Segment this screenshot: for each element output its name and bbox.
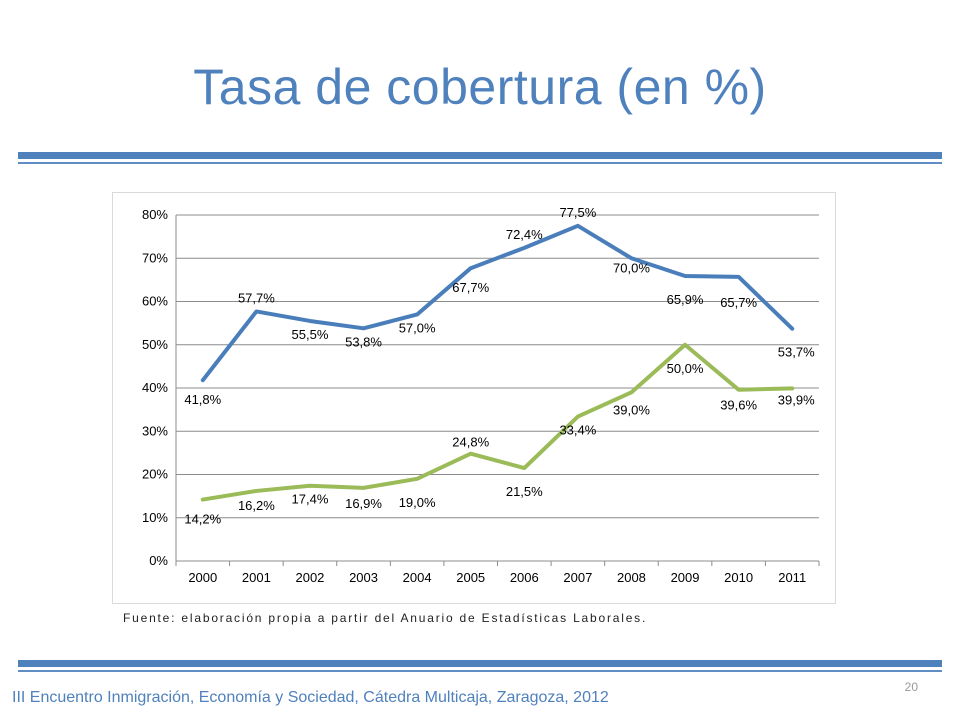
top-divider [18,152,942,164]
x-tick-label: 2001 [242,570,271,585]
y-tick-label: 70% [142,250,168,265]
series-line-1 [200,223,795,383]
data-label: 39,6% [720,398,757,413]
page-number: 20 [904,680,918,694]
data-label: 17,4% [292,492,329,507]
y-tick-label: 50% [142,337,168,352]
data-label: 77,5% [559,205,596,220]
y-tick-label: 20% [142,467,168,482]
data-label: 53,7% [778,345,815,360]
data-label: 24,8% [452,435,489,450]
y-tick-label: 80% [142,207,168,222]
slide-title: Tasa de cobertura (en %) [193,59,767,115]
data-label: 16,9% [345,496,382,511]
data-label: 65,7% [720,295,757,310]
data-label: 19,0% [399,495,436,510]
x-tick-label: 2008 [617,570,646,585]
chart-source-note: Fuente: elaboración propia a partir del … [123,611,648,625]
coverage-line-chart: 0% 10% 20% 30% 40% 50% 60% 70% 80% 2000 2001 2002 20… [142,205,820,585]
data-label: 50,0% [667,361,704,376]
data-label: 14,2% [184,512,221,527]
data-label: 53,8% [345,334,382,349]
data-label: 41,8% [184,392,221,407]
y-tick-label: 40% [142,380,168,395]
data-label: 67,7% [452,280,489,295]
x-tick-label: 2004 [403,570,432,585]
series-line-2 [200,342,795,502]
x-tick-label: 2005 [456,570,485,585]
x-tick-label: 2009 [671,570,700,585]
data-label: 72,4% [506,227,543,242]
data-label: 55,5% [292,327,329,342]
data-label: 65,9% [667,292,704,307]
data-label: 16,2% [238,498,275,513]
x-tick-label: 2011 [778,570,806,585]
x-tick-label: 2006 [510,570,539,585]
data-label: 21,5% [506,484,543,499]
data-label: 57,0% [399,320,436,335]
x-tick-label: 2010 [724,570,753,585]
data-label: 70,0% [613,260,650,275]
y-tick-label: 30% [142,423,168,438]
footer-text: III Encuentro Inmigración, Economía y So… [12,689,609,706]
y-tick-label: 0% [149,553,168,568]
data-label: 57,7% [238,290,275,305]
x-tick-label: 2002 [295,570,324,585]
y-tick-label: 10% [142,510,168,525]
data-label: 39,9% [778,392,815,407]
data-label: 39,0% [613,402,650,417]
y-tick-label: 60% [142,294,168,309]
x-tick-label: 2000 [188,570,217,585]
data-label: 33,4% [559,423,596,438]
chart-container: 0% 10% 20% 30% 40% 50% 60% 70% 80% 2000 2001 2002 20… [112,192,836,604]
bottom-divider [18,660,942,672]
x-tick-label: 2003 [349,570,378,585]
x-tick-label: 2007 [563,570,592,585]
